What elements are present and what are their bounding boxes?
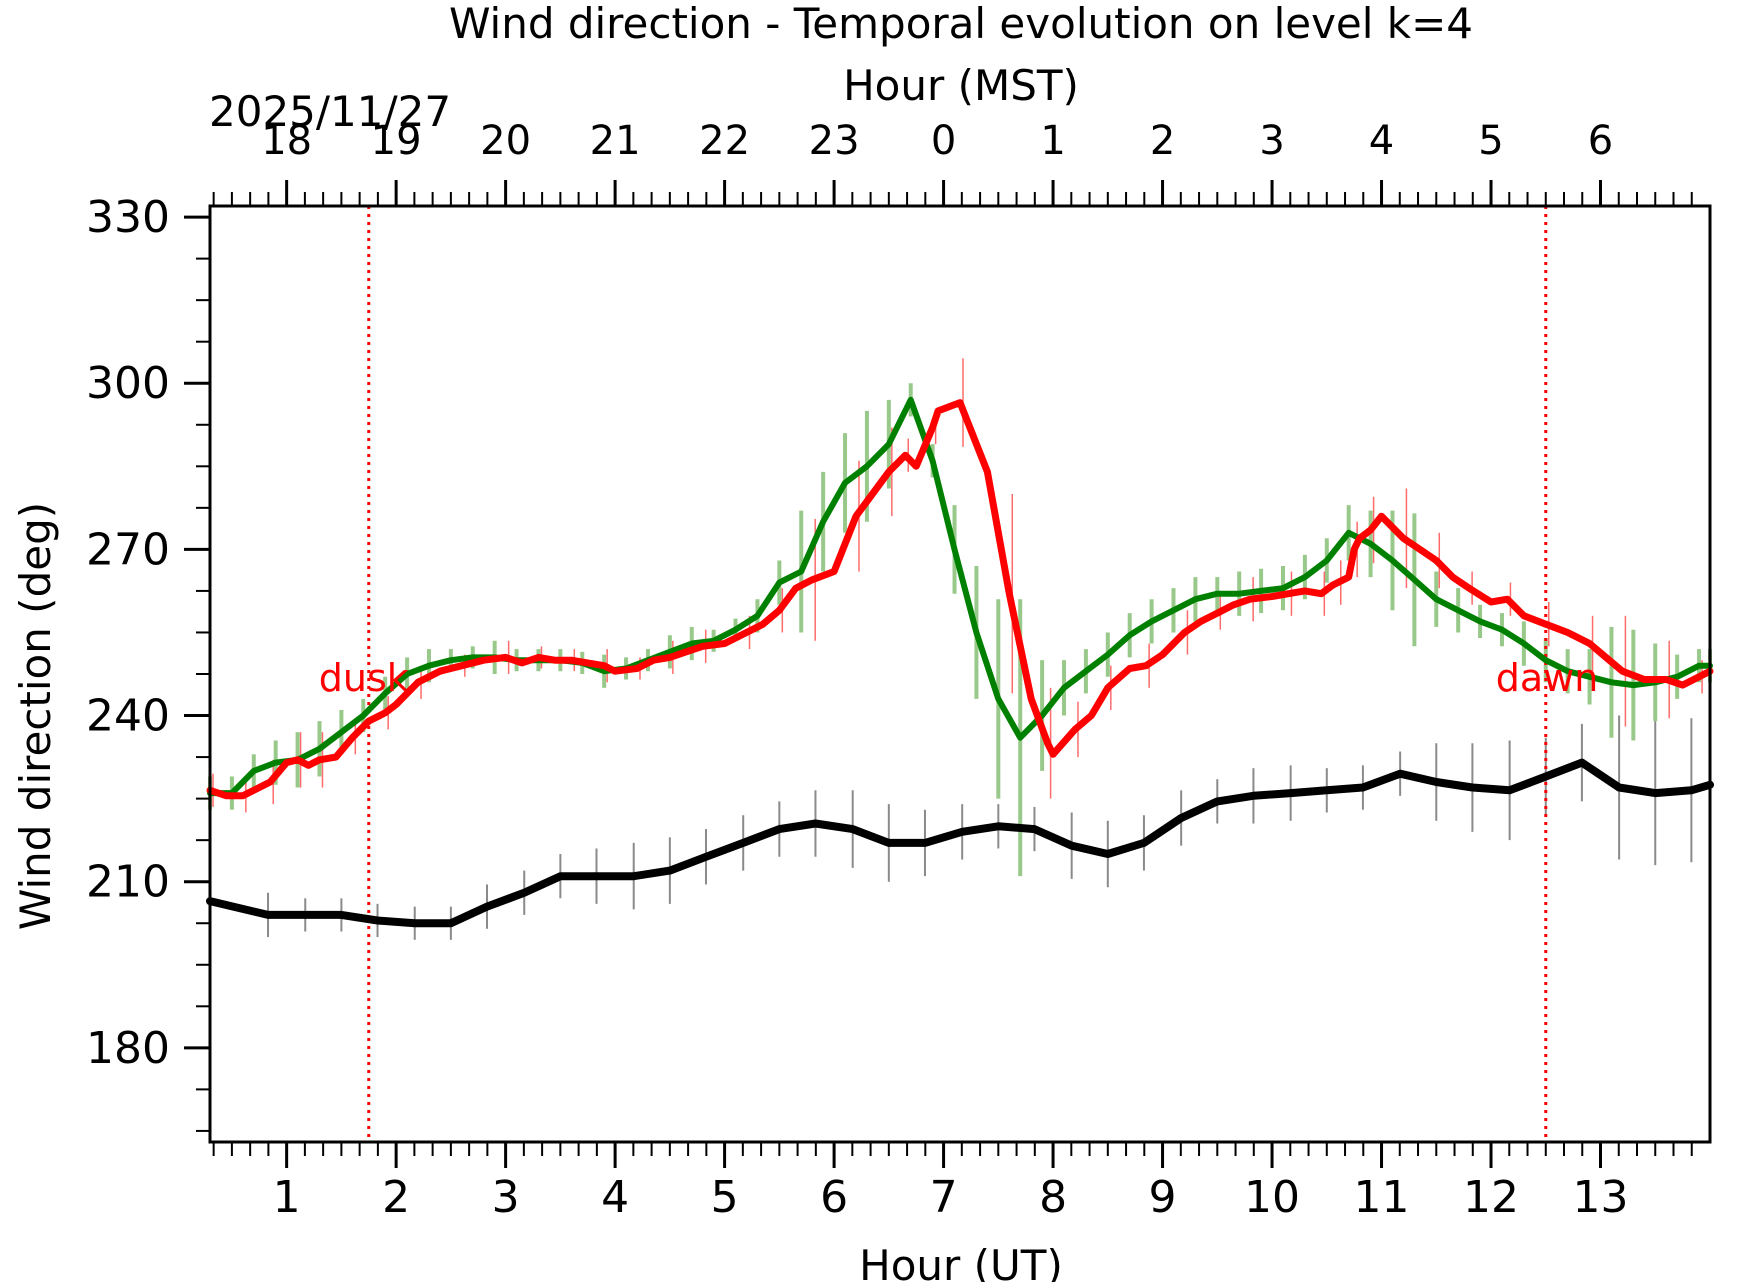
top-tick-label: 21 bbox=[590, 118, 641, 164]
x-tick-label: 7 bbox=[930, 1172, 958, 1223]
y-tick-label: 330 bbox=[86, 192, 170, 243]
top-axis-label: Hour (MST) bbox=[843, 61, 1079, 110]
x-tick-label: 12 bbox=[1463, 1172, 1519, 1223]
top-tick-label: 0 bbox=[931, 118, 956, 164]
x-tick-label: 11 bbox=[1354, 1172, 1410, 1223]
top-tick-label: 6 bbox=[1588, 118, 1613, 164]
date-label: 2025/11/27 bbox=[209, 87, 451, 136]
x-tick-label: 4 bbox=[601, 1172, 629, 1223]
chart-title: Wind direction - Temporal evolution on l… bbox=[449, 0, 1473, 48]
top-tick-label: 3 bbox=[1259, 118, 1284, 164]
x-tick-label: 13 bbox=[1573, 1172, 1629, 1223]
y-axis-label: Wind direction (deg) bbox=[11, 502, 60, 930]
x-axis-label: Hour (UT) bbox=[859, 1241, 1063, 1282]
x-tick-label: 8 bbox=[1039, 1172, 1067, 1223]
series-line-red bbox=[206, 399, 1714, 800]
x-tick-label: 3 bbox=[492, 1172, 520, 1223]
x-tick-label: 5 bbox=[711, 1172, 739, 1223]
x-tick-label: 6 bbox=[820, 1172, 848, 1223]
top-tick-label: 23 bbox=[809, 118, 860, 164]
top-tick-label: 1 bbox=[1040, 118, 1065, 164]
x-tick-label: 1 bbox=[273, 1172, 301, 1223]
top-tick-label: 2 bbox=[1150, 118, 1175, 164]
x-tick-label: 2 bbox=[382, 1172, 410, 1223]
y-tick-label: 240 bbox=[86, 691, 170, 742]
top-tick-label: 22 bbox=[699, 118, 750, 164]
x-tick-label: 10 bbox=[1244, 1172, 1300, 1223]
y-tick-label: 300 bbox=[86, 358, 170, 409]
top-tick-label: 4 bbox=[1369, 118, 1394, 164]
y-tick-label: 180 bbox=[86, 1023, 170, 1074]
top-tick-label: 18 bbox=[261, 118, 312, 164]
top-tick-label: 19 bbox=[371, 118, 422, 164]
y-tick-label: 210 bbox=[86, 857, 170, 908]
series-line-black bbox=[206, 758, 1714, 928]
series-line-green bbox=[207, 396, 1713, 797]
dawn-label: dawn bbox=[1496, 656, 1599, 700]
dusk-label: dusk bbox=[319, 656, 409, 700]
x-tick-label: 9 bbox=[1149, 1172, 1177, 1223]
top-tick-label: 20 bbox=[480, 118, 531, 164]
top-tick-label: 5 bbox=[1478, 118, 1503, 164]
y-tick-label: 270 bbox=[86, 524, 170, 575]
